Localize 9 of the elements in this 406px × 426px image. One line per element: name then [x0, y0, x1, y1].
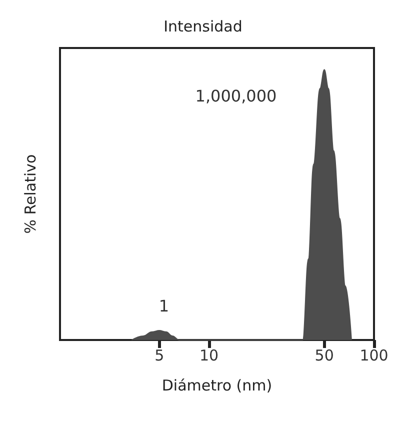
chart-title: Intensidad [164, 18, 242, 36]
annotation: 1 [158, 296, 170, 316]
annotation: 1,000,000 [195, 86, 277, 106]
x-tick-label: 10 [199, 346, 219, 364]
x-tick-label: 50 [314, 346, 334, 364]
x-tick-label: 100 [360, 346, 388, 364]
y-axis-title: % Relativo [22, 154, 40, 234]
x-axis-title: Diámetro (nm) [162, 376, 272, 394]
x-tick-label: 5 [154, 346, 164, 364]
